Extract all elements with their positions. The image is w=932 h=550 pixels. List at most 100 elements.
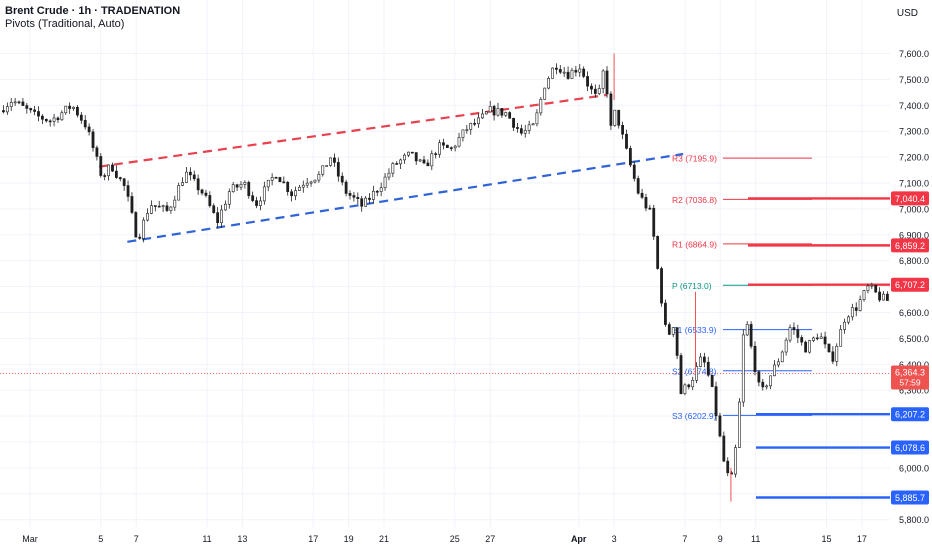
candle-body	[819, 336, 823, 339]
candle-body	[146, 213, 149, 221]
time-tick-label: 15	[821, 534, 831, 544]
candle-body	[812, 337, 815, 341]
candle-body	[636, 178, 640, 194]
candle-body	[683, 384, 687, 394]
candle-body	[243, 182, 247, 185]
candle-body	[562, 71, 566, 74]
candle-body	[395, 163, 399, 165]
pivot-label-s3: S3 (6202.9)	[672, 411, 717, 421]
candle-body	[17, 101, 21, 104]
candle-body	[157, 205, 161, 208]
level-price-tag: 6,078.6	[891, 440, 929, 455]
candle-body	[574, 69, 578, 73]
candle-body	[593, 88, 597, 94]
candle-body	[266, 179, 270, 188]
candle-body	[387, 172, 391, 178]
price-axis-bg	[890, 0, 932, 550]
candle-body	[278, 177, 282, 183]
candle-body	[348, 193, 352, 196]
candle-body	[371, 190, 375, 200]
candle-body	[153, 205, 157, 207]
price-tick-label: 7,000.0	[899, 204, 929, 214]
candle-body	[375, 190, 379, 193]
time-tick-label: 11	[751, 534, 760, 544]
candle-body	[862, 290, 866, 301]
candle-body	[527, 124, 531, 131]
level-price-tag: 6,859.2	[891, 238, 929, 253]
candle-body	[652, 207, 656, 237]
candle-body	[469, 123, 473, 130]
candle-body	[582, 68, 586, 77]
price-tick-label: 7,100.0	[899, 179, 929, 189]
candle-body	[309, 181, 313, 184]
pivot-label-r1: R1 (6864.9)	[672, 239, 717, 249]
candle-body	[426, 162, 430, 167]
level-tag-text: 6,859.2	[895, 241, 925, 251]
candle-body	[648, 207, 652, 210]
price-tick-label: 6,400.0	[899, 360, 929, 370]
currency-label[interactable]: USD	[896, 8, 918, 19]
candle-body	[91, 131, 95, 149]
candle-body	[835, 346, 839, 362]
candle-body	[718, 415, 722, 437]
candle-body	[621, 125, 624, 135]
level-tag-text: 6,207.2	[895, 410, 925, 420]
candle-body	[726, 460, 730, 474]
candle-body	[76, 106, 79, 116]
candle-body	[25, 105, 29, 109]
candle-body	[488, 106, 492, 113]
candle-body	[702, 356, 706, 363]
candle-body	[632, 164, 636, 179]
candle-body	[481, 113, 484, 119]
candle-body	[87, 126, 91, 133]
level-tag-bg	[891, 277, 929, 292]
candle-body	[605, 70, 609, 95]
candle-body	[839, 329, 843, 347]
candle-body	[609, 93, 613, 126]
candle-body	[738, 401, 741, 448]
candle-body	[83, 120, 87, 128]
candle-body	[531, 123, 535, 126]
candle-body	[294, 190, 297, 197]
level-price-tag: 6,207.2	[891, 407, 929, 422]
candle-body	[570, 69, 574, 79]
candle-body	[850, 307, 854, 318]
time-tick-label: 17	[857, 534, 867, 544]
candle-body	[5, 106, 9, 113]
time-axis[interactable]: Mar5711131719212527Apr379111517222428May…	[0, 528, 932, 550]
candle-body	[196, 178, 200, 191]
chart-title[interactable]: Brent Crude · 1h · TRADENATION	[5, 5, 181, 17]
candle-body	[434, 153, 438, 155]
level-tag-text: 6,078.6	[895, 443, 925, 453]
candle-body	[200, 189, 204, 194]
level-price-tag: 6,707.2	[891, 277, 929, 292]
candle-body	[270, 177, 274, 181]
price-axis[interactable]: 7,600.0 7,500.0 7,400.0 7,300.0 7,200.0 7,100…	[890, 0, 932, 550]
candle-body	[660, 268, 663, 304]
candle-body	[449, 147, 453, 149]
candle-body	[185, 171, 188, 183]
candle-body	[414, 152, 418, 162]
current-price-tag: 6,364.357:59	[891, 365, 929, 390]
channel-lower-line	[127, 152, 684, 243]
candle-body	[208, 195, 212, 207]
candle-body	[516, 127, 519, 129]
price-tick-label: 7,500.0	[899, 75, 929, 85]
candle-body	[461, 129, 465, 138]
candle-body	[722, 435, 726, 462]
candle-body	[442, 142, 445, 146]
candle-body	[500, 108, 504, 116]
candle-body	[765, 385, 769, 388]
candle-body	[13, 101, 17, 104]
candle-body	[2, 110, 5, 113]
candle-body	[44, 118, 48, 122]
trend-channel	[98, 93, 684, 243]
indicator-label[interactable]: Pivots (Traditional, Auto)	[5, 18, 125, 30]
candle-body	[368, 197, 371, 200]
candle-body	[329, 157, 332, 166]
candle-body	[410, 151, 414, 154]
current-price-text: 6,364.3	[895, 368, 925, 378]
current-price-bg	[891, 365, 929, 390]
candle-body	[831, 351, 835, 362]
